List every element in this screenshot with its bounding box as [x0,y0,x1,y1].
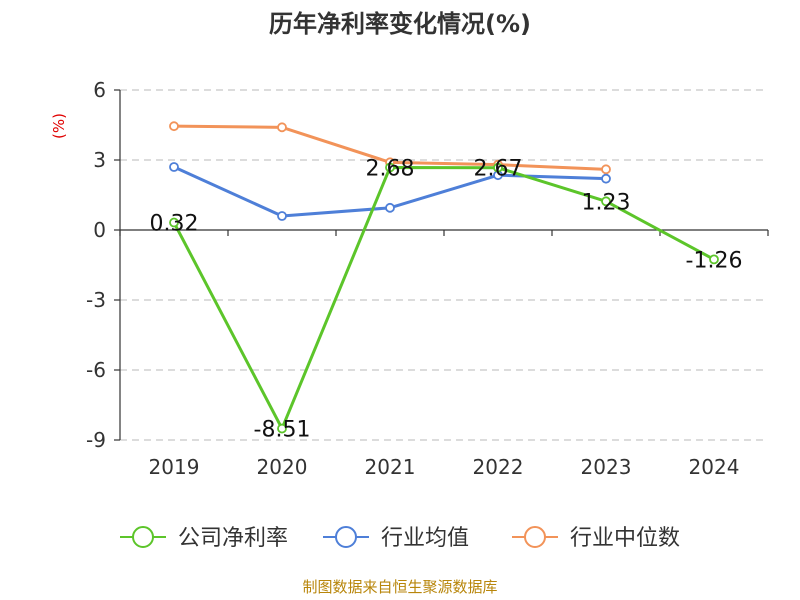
data-label: -8.51 [254,418,311,443]
data-label: 2.68 [366,156,415,181]
data-point [169,121,179,132]
data-point [385,202,395,213]
data-point [169,217,179,228]
legend-marker [335,526,357,548]
y-tick-label: -9 [86,428,106,452]
legend-label: 行业中位数 [570,526,680,551]
legend-marker [132,526,154,548]
source-note: 制图数据来自恒生聚源数据库 [302,578,498,596]
y-tick-label: -3 [86,288,106,312]
x-tick-label: 2019 [149,455,200,479]
y-tick-label: 0 [93,218,106,242]
x-tick-label: 2024 [689,455,740,479]
series-line-0 [172,165,715,431]
x-tick-label: 2023 [581,455,632,479]
data-label: 1.23 [582,190,631,215]
data-point [169,162,179,172]
legend-label: 行业均值 [381,526,469,551]
x-tick-label: 2020 [257,455,308,479]
data-point [277,423,287,434]
data-label: -1.26 [686,248,743,273]
data-point [601,173,611,184]
legend-label: 公司净利率 [178,526,288,551]
data-point [601,196,611,207]
x-tick-label: 2022 [473,455,524,479]
y-axis-label: (%) [50,113,68,139]
data-label: 0.32 [150,212,199,237]
data-label: 2.67 [474,157,523,182]
data-point [493,162,503,173]
data-point [277,122,287,133]
data-point [277,211,287,221]
legend-marker [524,526,546,548]
x-tick-label: 2021 [365,455,416,479]
y-tick-label: 6 [93,78,106,102]
chart-title: 历年净利率变化情况(%) [269,10,531,38]
data-point [385,162,395,173]
y-tick-label: -6 [86,358,106,382]
data-point [709,254,719,265]
y-tick-label: 3 [93,148,106,172]
data-point [601,164,611,175]
